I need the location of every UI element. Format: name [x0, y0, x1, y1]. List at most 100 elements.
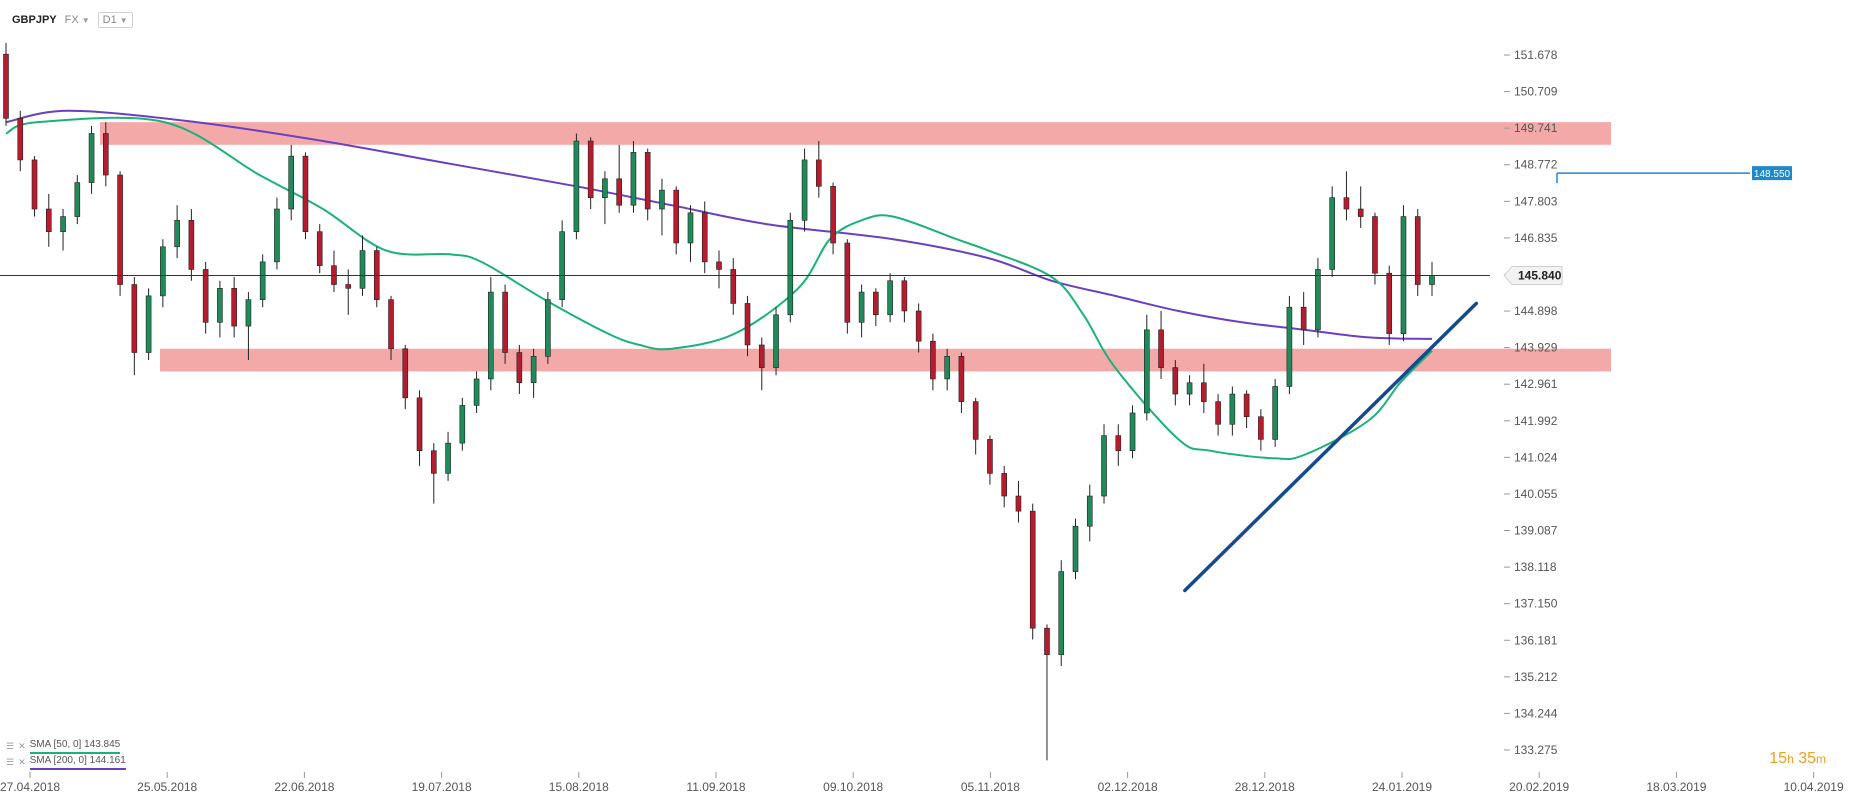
candle-body — [1058, 571, 1065, 655]
chevron-down-icon: ▼ — [119, 15, 128, 25]
candle-body — [730, 269, 737, 304]
candle-body — [430, 450, 437, 474]
level-marker-badge — [1752, 166, 1792, 181]
candle — [117, 171, 123, 296]
candle — [145, 288, 152, 361]
candle — [60, 209, 66, 251]
candle — [516, 344, 523, 395]
session-timer: 15h 35m — [1769, 750, 1826, 768]
candle-body — [773, 314, 779, 368]
candle-body — [1429, 275, 1435, 285]
timer-hours: 15 — [1769, 750, 1788, 767]
close-icon[interactable]: ✕ — [18, 757, 26, 767]
y-tick-label: 147.803 — [1514, 194, 1558, 208]
candle-body — [231, 288, 237, 327]
list-icon: ☰ — [6, 757, 15, 767]
candle — [345, 269, 352, 315]
candle — [1400, 205, 1407, 342]
candle — [987, 435, 993, 485]
close-icon[interactable]: ✕ — [18, 741, 26, 751]
candle — [573, 133, 580, 240]
candle-body — [830, 186, 836, 244]
candle-body — [1186, 382, 1193, 395]
candle — [644, 148, 651, 221]
y-tick-label: 151.678 — [1514, 48, 1558, 62]
candle — [887, 273, 893, 323]
candle — [17, 110, 24, 172]
y-tick-label: 144.898 — [1514, 304, 1558, 318]
resistance-zone[interactable] — [100, 122, 1611, 145]
candle — [844, 239, 851, 334]
candle-body — [288, 155, 295, 210]
axis-ticks: 151.678 150.709 149.741 148.772 147.803 146.8… — [0, 48, 1844, 794]
candle — [1414, 209, 1421, 296]
candle-body — [1144, 329, 1150, 414]
legend-label-sma200: SMA [200, 0] 144.161 — [29, 754, 126, 770]
candle-body — [316, 231, 323, 266]
market-label: FX — [64, 14, 79, 26]
x-tick-label: 22.06.2018 — [274, 780, 334, 794]
candle-body — [1386, 272, 1393, 334]
interval-selector[interactable]: D1 ▼ — [97, 12, 133, 28]
sma50-line[interactable] — [5, 116, 1433, 461]
candle-body — [1158, 329, 1164, 368]
x-tick-label: 28.12.2018 — [1235, 780, 1295, 794]
candle-body — [944, 355, 950, 380]
candle-body — [858, 291, 865, 323]
candle-body — [673, 189, 680, 244]
candle-body — [302, 155, 309, 232]
candle-body — [630, 152, 637, 206]
candle-body — [801, 159, 808, 221]
candle-body — [1372, 216, 1378, 274]
candle — [288, 144, 295, 221]
candle — [616, 144, 622, 213]
candle-body — [1286, 306, 1293, 387]
candle — [1386, 265, 1393, 345]
support-zone[interactable] — [160, 348, 1611, 372]
y-tick-label: 143.929 — [1514, 341, 1558, 355]
candle-body — [259, 261, 266, 300]
x-tick-label: 09.10.2018 — [823, 780, 883, 794]
candle — [958, 352, 965, 413]
candle-body — [402, 348, 409, 399]
candle — [1101, 424, 1107, 504]
candle-body — [60, 216, 66, 232]
y-tick-label: 149.741 — [1514, 121, 1558, 135]
current-price-label: 145.840 — [1518, 268, 1562, 282]
candle — [915, 303, 922, 353]
candle — [630, 141, 637, 213]
candle — [1372, 212, 1378, 285]
candle-body — [587, 140, 594, 198]
candle-body — [1272, 386, 1278, 440]
candle — [131, 276, 138, 376]
symbol-label[interactable]: GBPJPY — [12, 14, 57, 26]
sma200-line[interactable] — [5, 109, 1433, 340]
y-tick-label: 139.087 — [1514, 524, 1558, 538]
candle-body — [1215, 401, 1221, 425]
candle — [174, 205, 180, 259]
candle — [31, 156, 38, 217]
candle-body — [1300, 306, 1307, 331]
candle — [402, 344, 409, 410]
legend-label-sma50: SMA [50, 0] 143.845 — [29, 738, 121, 754]
market-selector[interactable]: FX ▼ — [65, 14, 90, 26]
trendline[interactable] — [1183, 301, 1479, 593]
y-tick-label: 141.992 — [1514, 414, 1558, 428]
candle-body — [1001, 473, 1008, 497]
candle-body — [1115, 435, 1122, 452]
candle-body — [744, 303, 751, 346]
y-tick-label: 135.212 — [1514, 670, 1558, 684]
legend-row-sma200[interactable]: ☰ ✕ SMA [200, 0] 144.161 — [6, 754, 126, 770]
candle — [901, 276, 908, 323]
candle — [687, 205, 694, 262]
candle-body — [701, 212, 708, 263]
legend-row-sma50[interactable]: ☰ ✕ SMA [50, 0] 143.845 — [6, 738, 126, 754]
candle — [1315, 258, 1321, 338]
candle — [1300, 292, 1307, 345]
y-tick-label: 133.275 — [1514, 743, 1558, 757]
candle-body — [459, 405, 466, 444]
candle-body — [987, 439, 993, 474]
x-tick-label: 25.05.2018 — [137, 780, 197, 794]
candle — [245, 292, 252, 361]
